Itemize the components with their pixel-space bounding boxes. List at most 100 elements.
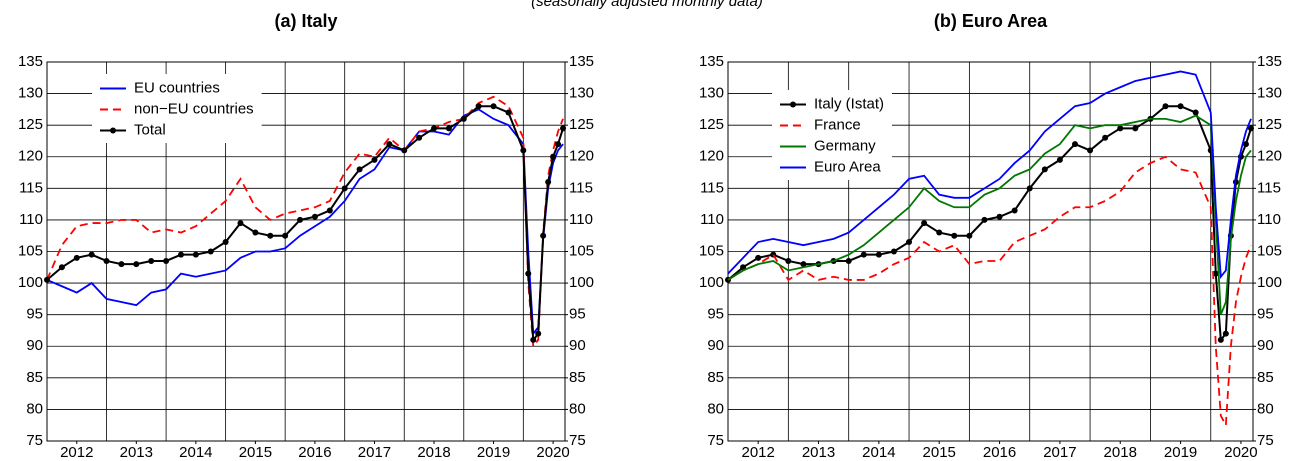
- series-point: [800, 261, 807, 268]
- series-point: [386, 141, 393, 148]
- y2-tick-label: 90: [1257, 337, 1274, 354]
- y-tick-label: 120: [699, 148, 724, 165]
- y2-tick-label: 130: [1257, 85, 1282, 102]
- legend-label: France: [814, 116, 861, 133]
- y-tick-label: 115: [19, 179, 43, 196]
- series-point: [163, 257, 170, 264]
- x-tick-label: 2018: [1104, 444, 1137, 461]
- y2-tick-label: 110: [569, 211, 593, 228]
- plot-frame: [727, 61, 1254, 442]
- y2-tick-label: 75: [1257, 432, 1274, 449]
- y-tick-label: 130: [699, 85, 724, 102]
- y-tick-label: 120: [18, 148, 43, 165]
- series-point: [1071, 141, 1078, 148]
- series-point: [282, 232, 289, 239]
- y-tick-label: 130: [18, 85, 43, 102]
- series-point: [785, 257, 792, 264]
- x-tick-label: 2016: [983, 444, 1016, 461]
- x-tick-label: 2020: [1224, 444, 1257, 461]
- series-point: [222, 239, 229, 246]
- series-point: [1026, 185, 1033, 192]
- y-tick-label: 125: [18, 116, 43, 133]
- legend: EU countries non−EU countries Total: [92, 74, 262, 143]
- series-point: [416, 134, 423, 141]
- series-point: [505, 109, 512, 116]
- legend-label: Euro Area: [814, 158, 881, 175]
- series-point: [490, 103, 497, 110]
- series-point: [445, 125, 452, 132]
- series-point: [845, 257, 852, 264]
- y-tick-label: 80: [26, 400, 43, 417]
- series-point: [1056, 156, 1063, 163]
- y-tick-label: 100: [18, 274, 43, 291]
- x-tick-label: 2017: [1043, 444, 1076, 461]
- series-line: [727, 70, 1252, 280]
- series-point: [1132, 125, 1139, 132]
- series-point: [297, 216, 304, 223]
- series-point: [906, 239, 913, 246]
- series-point: [560, 125, 567, 132]
- series-point: [311, 213, 318, 220]
- y-tick-label: 115: [700, 179, 724, 196]
- y2-tick-label: 105: [1257, 242, 1282, 259]
- series-point: [875, 251, 882, 258]
- series-point: [755, 254, 762, 261]
- x-tick-label: 2020: [536, 444, 569, 461]
- x-tick-label: 2012: [60, 444, 93, 461]
- y2-tick-label: 120: [569, 148, 594, 165]
- series-point: [535, 330, 542, 337]
- series-point: [525, 270, 532, 277]
- y2-tick-label: 135: [1257, 53, 1282, 70]
- series-point: [44, 276, 50, 283]
- y-tick-label: 110: [19, 211, 43, 228]
- y2-tick-label: 125: [569, 116, 594, 133]
- x-tick-label: 2017: [358, 444, 391, 461]
- y2-tick-label: 75: [569, 432, 586, 449]
- chart-title: (b) Euro Area: [934, 11, 1048, 31]
- series-point: [555, 141, 562, 148]
- y-tick-label: 95: [26, 306, 43, 323]
- y-tick-label: 75: [26, 432, 43, 449]
- legend-marker: [110, 127, 116, 134]
- series-point: [996, 213, 1003, 220]
- legend-marker: [790, 101, 796, 108]
- y2-tick-label: 100: [1257, 274, 1282, 291]
- y2-tick-label: 135: [569, 53, 594, 70]
- series-point: [1011, 207, 1018, 214]
- series-point: [550, 153, 557, 160]
- series-point: [1212, 270, 1219, 277]
- series-point: [431, 125, 438, 132]
- x-tick-label: 2016: [298, 444, 331, 461]
- y2-tick-label: 115: [1257, 179, 1281, 196]
- legend-label: non−EU countries: [134, 100, 254, 117]
- series-point: [192, 251, 199, 258]
- x-tick-label: 2012: [741, 444, 774, 461]
- series-line: [727, 155, 1252, 429]
- series-point: [1192, 109, 1199, 116]
- series-point: [88, 251, 95, 258]
- series-point: [951, 232, 958, 239]
- y2-tick-label: 85: [569, 369, 586, 386]
- series-point: [341, 185, 348, 192]
- legend: Italy (Istat) France Germany Euro Area: [772, 90, 893, 180]
- series-point: [148, 257, 155, 264]
- series-point: [1217, 336, 1224, 343]
- series-point: [1162, 103, 1169, 110]
- series-point: [475, 103, 482, 110]
- series-point: [356, 166, 363, 173]
- legend-label: Italy (Istat): [814, 95, 884, 112]
- y2-tick-label: 105: [569, 242, 594, 259]
- series-point: [545, 179, 552, 186]
- series-point: [267, 232, 274, 239]
- y2-tick-label: 125: [1257, 116, 1282, 133]
- series-point: [1242, 141, 1249, 148]
- y2-tick-label: 115: [569, 179, 593, 196]
- chart-subtitle: (seasonally adjusted monthly data): [531, 0, 763, 10]
- y-tick-label: 100: [699, 274, 724, 291]
- series-point: [520, 147, 527, 154]
- y-tick-label: 75: [707, 432, 724, 449]
- y-tick-label: 135: [18, 53, 43, 70]
- y2-tick-label: 85: [1257, 369, 1274, 386]
- series-point: [133, 261, 140, 268]
- chart-title: (a) Italy: [274, 11, 337, 31]
